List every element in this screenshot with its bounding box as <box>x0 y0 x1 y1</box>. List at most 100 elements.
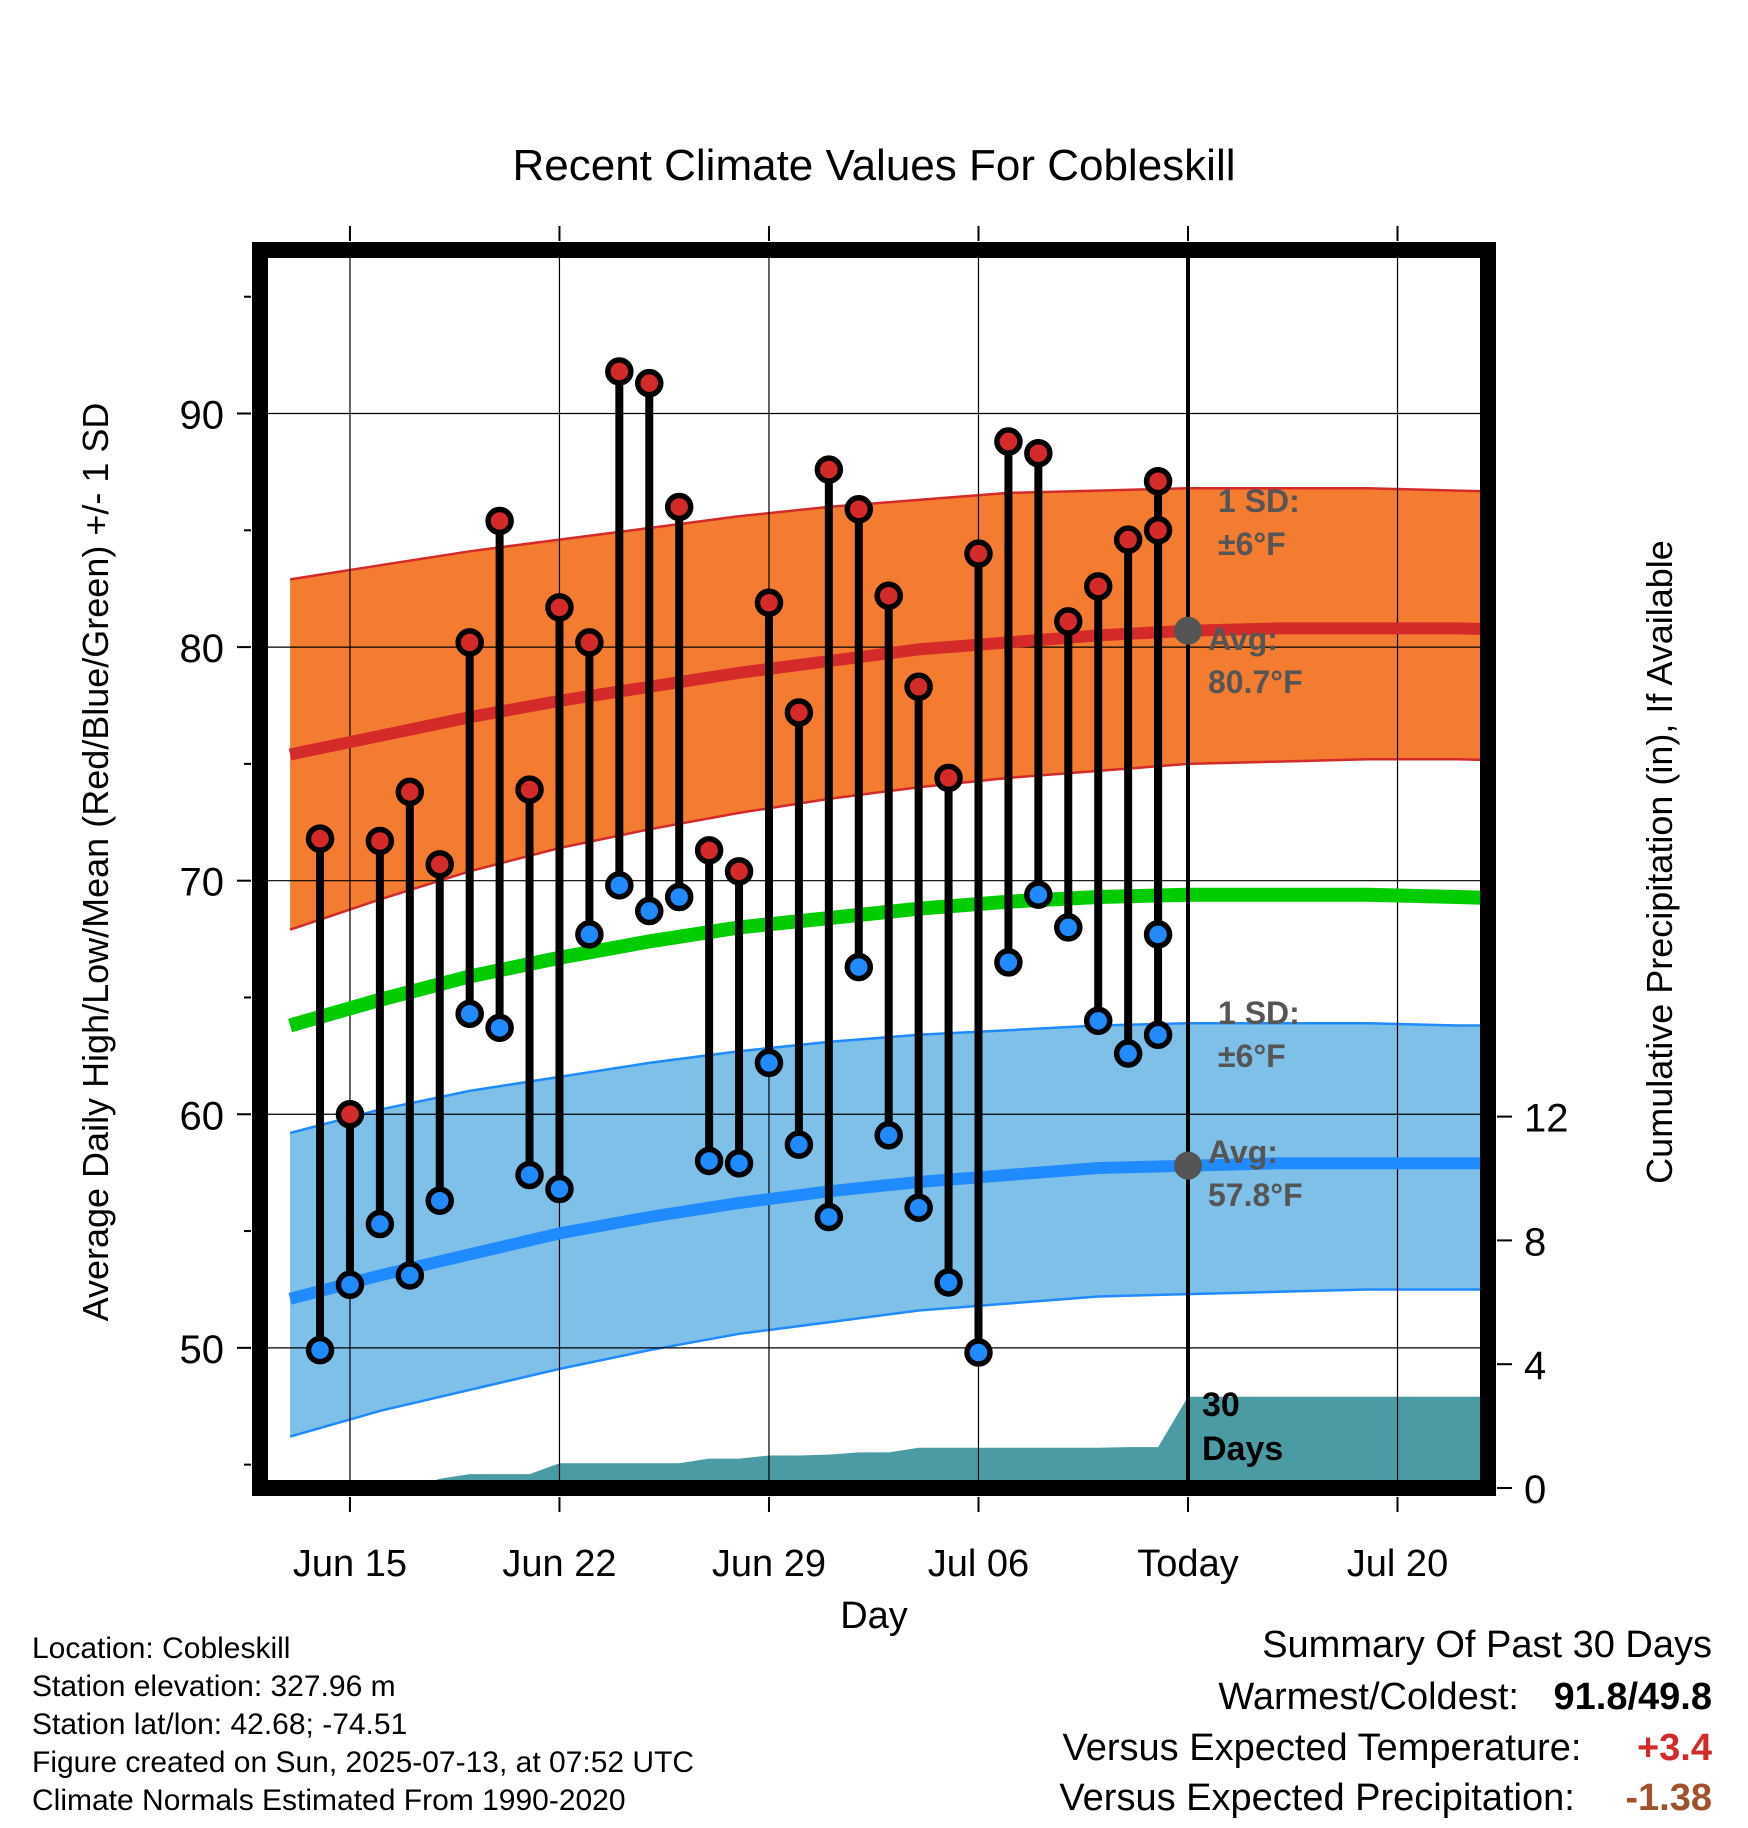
high-point <box>335 1100 365 1129</box>
summary-temp-row: Versus Expected Temperature: +3.4 <box>1063 1727 1712 1770</box>
info-location: Location: Cobleskill <box>32 1632 291 1665</box>
x-tick-label: Jun 15 <box>293 1543 407 1585</box>
low-point <box>994 948 1023 977</box>
high-point <box>1113 525 1143 554</box>
summary-title: Summary Of Past 30 Days <box>1262 1624 1712 1666</box>
summary-temp-value: +3.4 <box>1636 1727 1712 1769</box>
low-band-lower-edge <box>289 1288 1488 1438</box>
precip-area <box>290 1396 1488 1488</box>
summary-precip-row: Versus Expected Precipitation: -1.38 <box>1059 1777 1712 1820</box>
low-point <box>784 1130 814 1159</box>
high-point <box>754 588 784 617</box>
low-point <box>694 1146 724 1176</box>
high-avg-label: Avg: <box>1208 621 1278 657</box>
low-point <box>904 1193 933 1222</box>
info-elevation: Station elevation: 327.96 m <box>32 1670 396 1703</box>
low-point <box>934 1268 963 1297</box>
today-low-avg-marker <box>1174 1151 1202 1180</box>
summary-warm-cold-value: 91.8/49.8 <box>1553 1676 1712 1718</box>
summary-title-row: Summary Of Past 30 Days <box>1262 1624 1712 1667</box>
high-point <box>305 824 335 853</box>
y-tick-label: 60 <box>180 1094 225 1138</box>
y2-tick-label: 8 <box>1524 1220 1546 1264</box>
summary-temp-label: Versus Expected Temperature: <box>1062 1727 1582 1769</box>
y2-axis-label: Cumulative Precipitation (in), If Availa… <box>1639 540 1680 1184</box>
low-point <box>874 1121 903 1150</box>
window-label-30: 30 <box>1202 1386 1240 1424</box>
high-point <box>425 850 454 879</box>
high-point <box>605 357 634 386</box>
info-block: Location: Cobleskill Station elevation: … <box>32 1630 694 1820</box>
info-normals: Climate Normals Estimated From 1990-2020 <box>32 1784 626 1817</box>
info-created: Figure created on Sun, 2025-07-13, at 07… <box>32 1746 695 1779</box>
high-avg-value: 80.7°F <box>1208 664 1303 700</box>
summary-warm-cold-row: Warmest/Coldest: 91.8/49.8 <box>1218 1676 1712 1719</box>
info-latlon: Station lat/lon: 42.68; -74.51 <box>32 1708 408 1741</box>
high-point <box>515 775 544 804</box>
low-point <box>664 882 694 912</box>
low-point <box>545 1174 574 1204</box>
low-avg-label: Avg: <box>1208 1134 1278 1170</box>
high-point <box>874 581 903 610</box>
high-point <box>395 777 425 807</box>
y-tick-label: 80 <box>180 627 225 671</box>
high-point <box>904 672 933 702</box>
high-point <box>934 763 963 793</box>
low-point <box>754 1048 784 1078</box>
x-tick-label: Today <box>1137 1543 1238 1585</box>
low-point <box>1143 1020 1173 1050</box>
y2-tick-label: 0 <box>1524 1468 1546 1512</box>
low-point <box>635 896 664 926</box>
high-sd-label: 1 SD: <box>1218 483 1300 519</box>
x-tick-label: Jun 22 <box>502 1543 616 1585</box>
y-tick-label: 90 <box>180 394 225 438</box>
y2-tick-label: 12 <box>1524 1097 1569 1141</box>
high-point <box>1083 572 1113 601</box>
high-point <box>964 539 993 568</box>
low-point <box>1113 1039 1143 1068</box>
chart-title: Recent Climate Values For Cobleskill <box>512 141 1235 190</box>
high-point <box>575 628 604 657</box>
today-high-avg-marker <box>1174 616 1202 645</box>
high-point <box>455 628 484 657</box>
x-axis-label: Day <box>840 1595 908 1637</box>
low-point <box>575 920 604 949</box>
high-point <box>814 455 844 484</box>
low-point <box>1143 920 1173 949</box>
high-point <box>635 368 664 398</box>
plot-area: 1 SD: ±6°F Avg: 80.7°F 1 SD: ±6°F Avg: 57.8°F 30… <box>180 226 1569 1585</box>
low-sd-label: 1 SD: <box>1218 995 1300 1031</box>
high-sd-value: ±6°F <box>1218 526 1286 562</box>
low-point <box>1054 913 1083 942</box>
low-point <box>485 1013 514 1043</box>
low-point <box>335 1270 365 1300</box>
window-label-days: Days <box>1202 1430 1283 1468</box>
high-point <box>545 593 574 622</box>
summary-precip-value: -1.38 <box>1625 1777 1712 1819</box>
y-tick-label: 50 <box>180 1328 225 1372</box>
low-point <box>844 952 874 982</box>
high-point <box>784 698 814 727</box>
low-point <box>1024 880 1053 909</box>
x-tick-label: Jul 06 <box>928 1543 1029 1585</box>
high-point <box>994 427 1023 456</box>
plot-frame <box>252 242 1496 1496</box>
high-point <box>1143 466 1173 496</box>
low-point <box>305 1335 335 1365</box>
low-point <box>395 1261 425 1290</box>
y2-tick-label: 4 <box>1524 1344 1546 1388</box>
summary-precip-label: Versus Expected Precipitation: <box>1059 1777 1575 1819</box>
x-tick-label: Jul 20 <box>1347 1543 1448 1585</box>
low-point <box>455 999 484 1029</box>
low-point <box>605 871 634 900</box>
x-tick-label: Jun 29 <box>712 1543 826 1585</box>
low-point <box>724 1149 754 1178</box>
high-point <box>844 495 874 524</box>
high-point <box>1143 516 1173 545</box>
low-point <box>365 1209 395 1239</box>
y-tick-label: 70 <box>180 861 225 905</box>
summary-warm-cold-label: Warmest/Coldest: <box>1218 1676 1519 1718</box>
high-point <box>724 857 754 886</box>
low-point <box>814 1202 844 1232</box>
